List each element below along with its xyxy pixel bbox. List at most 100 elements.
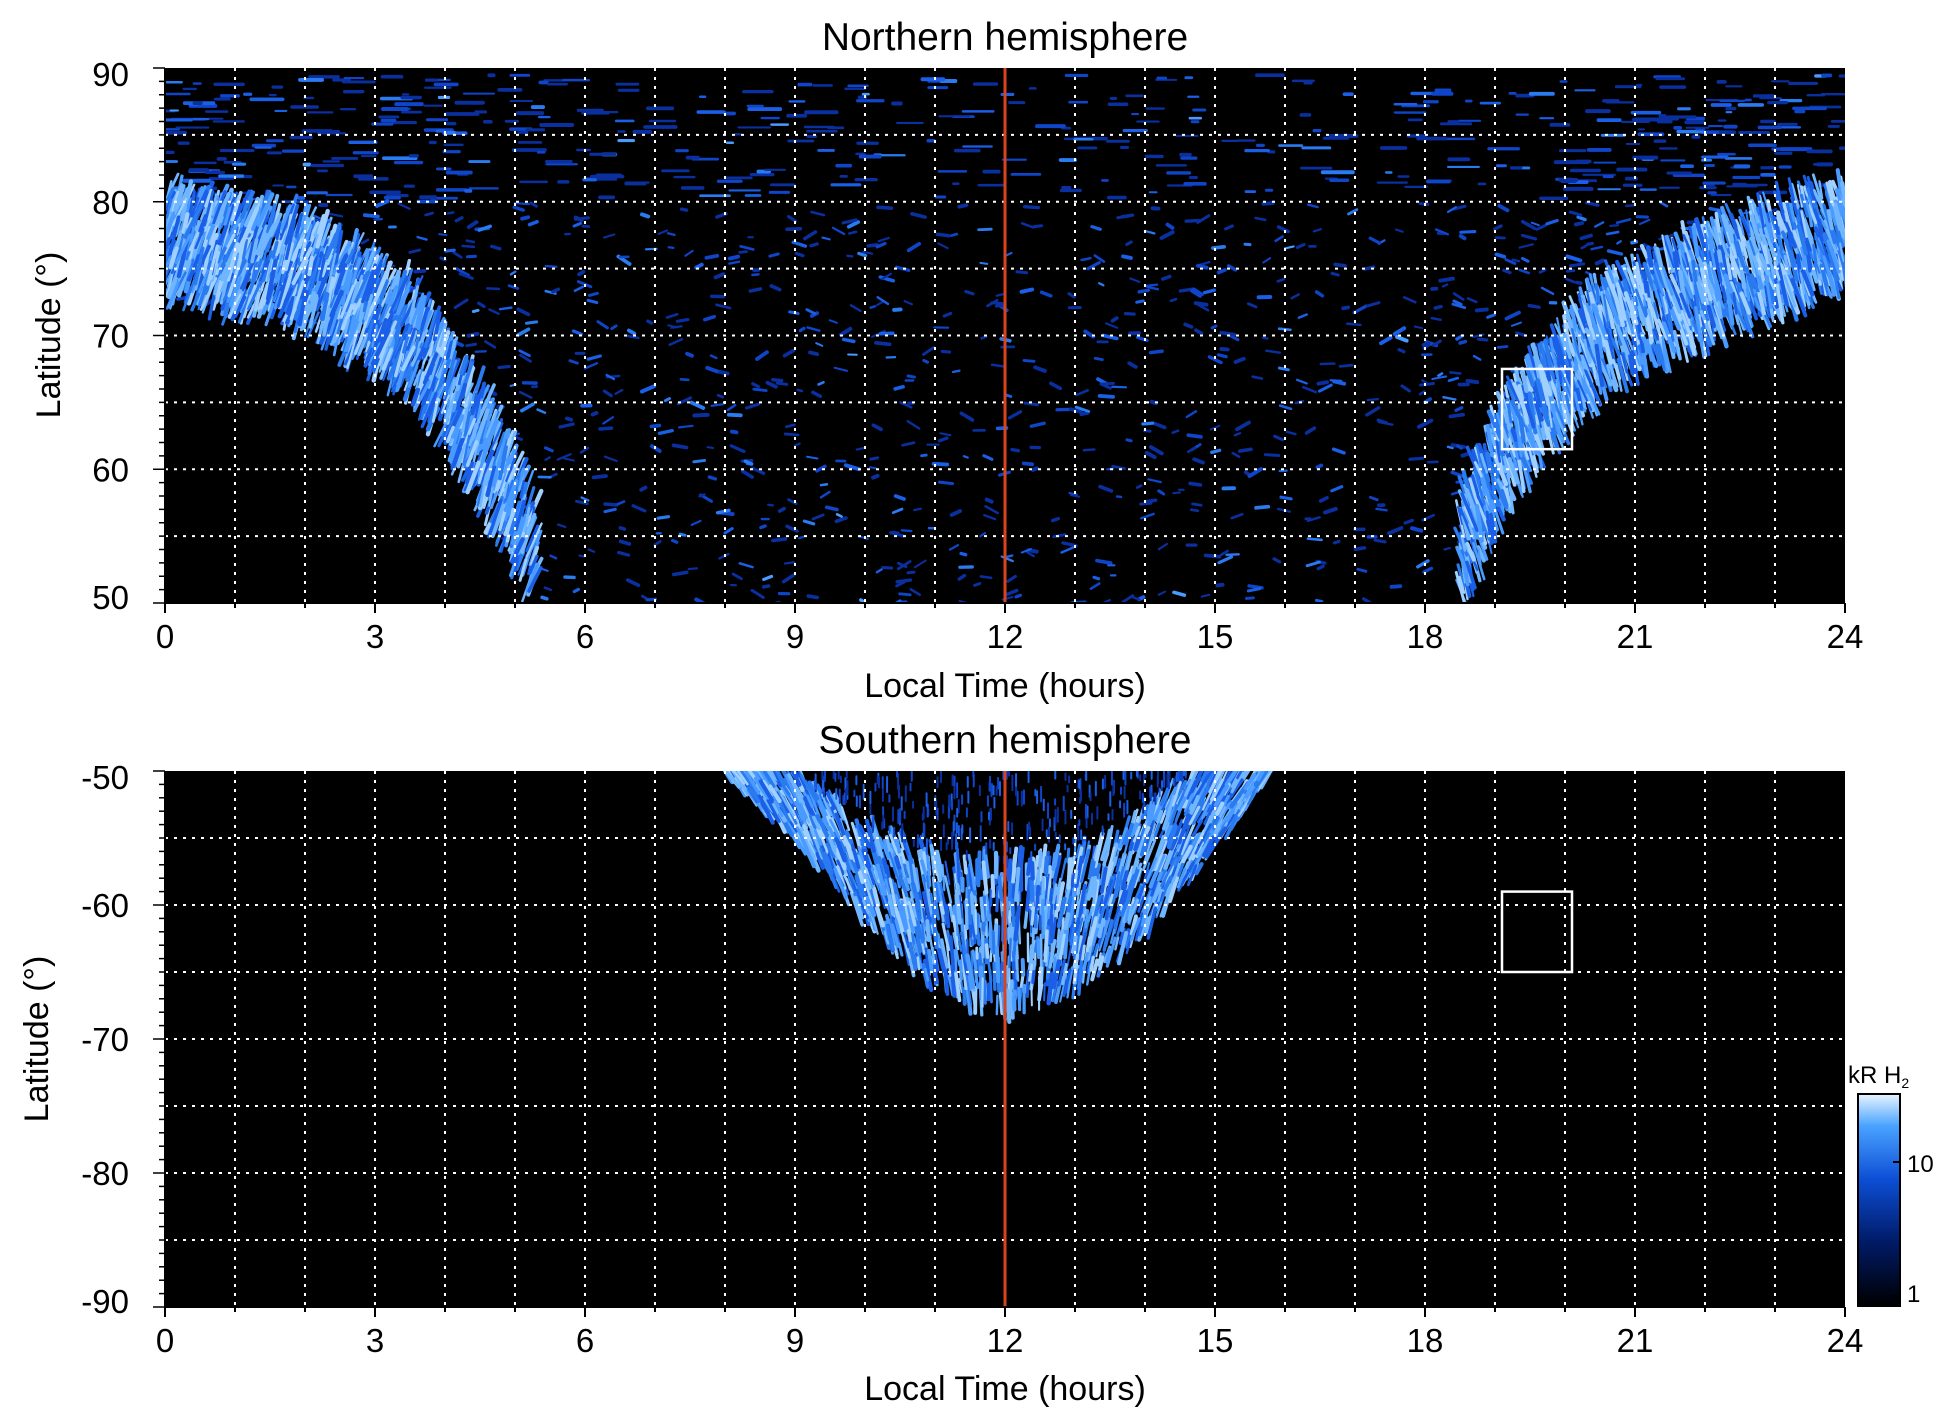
north-emission-streak bbox=[299, 238, 308, 260]
south-emission-streak bbox=[1241, 771, 1251, 781]
north-emission-streak bbox=[1594, 258, 1606, 266]
north-emission-streak bbox=[501, 454, 512, 478]
north-emission-streak bbox=[979, 575, 993, 580]
north-emission-streak bbox=[727, 254, 741, 261]
north-emission-streak bbox=[1498, 498, 1505, 517]
north-emission-streak bbox=[835, 513, 843, 518]
north-emission-streak bbox=[1413, 325, 1424, 330]
south-emission-streak bbox=[1153, 812, 1165, 838]
north-emission-streak bbox=[1638, 218, 1651, 226]
north-emission-streak bbox=[194, 228, 205, 250]
north-emission-streak bbox=[950, 232, 959, 237]
north-emission-streak bbox=[959, 551, 968, 557]
north-emission-streak bbox=[573, 215, 584, 223]
north-emission-streak bbox=[710, 403, 725, 407]
north-emission-streak bbox=[446, 211, 455, 215]
north-emission-streak bbox=[869, 466, 877, 470]
north-emission-streak bbox=[896, 561, 908, 569]
north-emission-streak bbox=[213, 192, 231, 226]
south-emission-streak bbox=[965, 867, 972, 889]
north-emission-streak bbox=[443, 370, 451, 392]
north-emission-streak bbox=[1634, 288, 1648, 318]
north-emission-streak bbox=[1642, 261, 1656, 292]
north-emission-streak bbox=[259, 260, 271, 282]
north-emission-streak bbox=[1549, 323, 1564, 359]
north-x-tick-label: 24 bbox=[1827, 618, 1864, 655]
north-emission-streak bbox=[1069, 494, 1081, 498]
north-emission-streak bbox=[602, 389, 613, 398]
north-emission-streak bbox=[1584, 369, 1602, 406]
north-emission-streak bbox=[1605, 328, 1614, 350]
north-emission-streak bbox=[1481, 467, 1492, 495]
north-x-tick-label: 21 bbox=[1617, 618, 1654, 655]
north-emission-streak bbox=[909, 588, 922, 597]
north-emission-streak bbox=[1778, 215, 1788, 233]
north-emission-streak bbox=[1661, 234, 1671, 274]
north-emission-streak bbox=[176, 296, 188, 301]
north-emission-streak bbox=[1261, 336, 1269, 340]
north-emission-streak bbox=[1773, 261, 1781, 281]
north-emission-streak bbox=[378, 320, 398, 359]
north-emission-streak bbox=[247, 221, 260, 264]
north-emission-streak bbox=[1332, 379, 1347, 386]
north-emission-streak bbox=[1097, 282, 1105, 287]
north-emission-streak bbox=[487, 499, 503, 539]
south-emission-streak bbox=[1094, 862, 1102, 880]
north-emission-streak bbox=[1233, 432, 1242, 437]
north-emission-streak bbox=[1061, 541, 1078, 548]
north-emission-streak bbox=[1347, 208, 1359, 216]
north-emission-streak bbox=[614, 388, 624, 395]
south-emission-streak bbox=[1045, 951, 1051, 980]
north-emission-streak bbox=[1451, 302, 1467, 310]
north-emission-streak bbox=[1211, 245, 1226, 250]
north-y-tick-label: 60 bbox=[92, 451, 129, 488]
north-emission-streak bbox=[605, 373, 616, 381]
north-emission-streak bbox=[768, 252, 780, 258]
north-emission-streak bbox=[1261, 201, 1275, 206]
north-emission-streak bbox=[183, 258, 195, 285]
north-emission-streak bbox=[1489, 512, 1498, 541]
north-emission-streak bbox=[894, 265, 911, 272]
north-emission-streak bbox=[514, 499, 526, 532]
north-emission-streak bbox=[679, 207, 689, 212]
north-emission-streak bbox=[1443, 546, 1451, 551]
north-emission-streak bbox=[279, 203, 295, 241]
north-emission-streak bbox=[1098, 484, 1114, 493]
north-emission-streak bbox=[518, 558, 528, 582]
north-emission-streak bbox=[488, 487, 494, 507]
north-emission-streak bbox=[1200, 593, 1211, 598]
north-emission-streak bbox=[181, 212, 190, 234]
north-emission-streak bbox=[465, 460, 481, 495]
north-emission-streak bbox=[798, 326, 806, 333]
north-x-axis-label: Local Time (hours) bbox=[864, 667, 1146, 705]
north-emission-streak bbox=[743, 459, 754, 466]
north-emission-streak bbox=[649, 423, 662, 429]
north-emission-streak bbox=[528, 554, 539, 575]
north-emission-streak bbox=[1733, 240, 1747, 272]
north-emission-streak bbox=[729, 444, 746, 454]
north-emission-streak bbox=[1021, 461, 1035, 467]
north-emission-streak bbox=[1472, 466, 1486, 506]
north-emission-streak bbox=[1125, 438, 1133, 443]
north-emission-streak bbox=[1539, 341, 1548, 372]
north-emission-streak bbox=[556, 523, 567, 529]
north-emission-streak bbox=[1446, 445, 1454, 450]
north-emission-streak bbox=[1520, 366, 1529, 393]
north-emission-streak bbox=[424, 211, 434, 217]
north-emission-streak bbox=[1568, 210, 1583, 217]
north-emission-streak bbox=[906, 241, 922, 253]
north-emission-streak bbox=[311, 214, 322, 220]
north-emission-streak bbox=[1662, 321, 1677, 353]
north-emission-streak bbox=[1454, 406, 1464, 413]
north-emission-streak bbox=[564, 416, 574, 422]
north-emission-streak bbox=[871, 473, 880, 480]
north-emission-streak bbox=[1049, 381, 1063, 391]
north-emission-streak bbox=[785, 226, 803, 232]
north-emission-streak bbox=[495, 520, 506, 547]
north-emission-streak bbox=[1460, 534, 1467, 552]
north-emission-streak bbox=[374, 199, 390, 208]
north-emission-streak bbox=[1490, 499, 1505, 535]
north-emission-streak bbox=[596, 320, 609, 330]
north-emission-streak bbox=[1693, 283, 1701, 315]
